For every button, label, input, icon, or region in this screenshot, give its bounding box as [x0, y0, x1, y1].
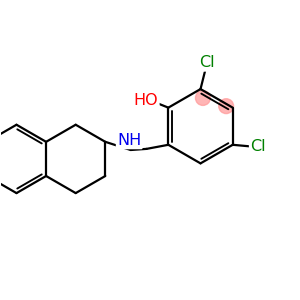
Text: Cl: Cl	[199, 56, 214, 70]
Circle shape	[219, 99, 234, 114]
Text: NH: NH	[117, 133, 141, 148]
Circle shape	[196, 91, 210, 105]
Text: Cl: Cl	[250, 139, 266, 154]
Text: HO: HO	[134, 93, 158, 108]
